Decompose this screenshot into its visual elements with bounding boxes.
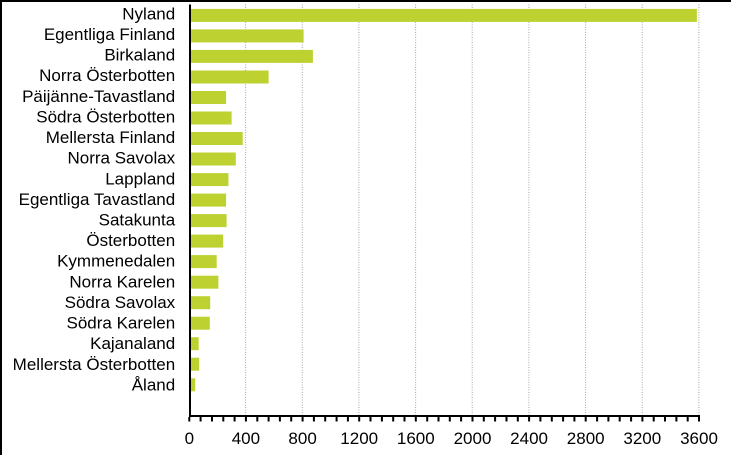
svg-text:Kymmenedalen: Kymmenedalen	[57, 252, 175, 271]
svg-text:Birkaland: Birkaland	[104, 46, 175, 65]
svg-text:Norra Savolax: Norra Savolax	[67, 149, 175, 168]
svg-text:Lappland: Lappland	[105, 169, 175, 188]
svg-text:0: 0	[185, 429, 194, 448]
svg-text:2400: 2400	[510, 429, 548, 448]
svg-text:Åland: Åland	[132, 375, 175, 394]
svg-text:2000: 2000	[454, 429, 492, 448]
svg-text:800: 800	[288, 429, 316, 448]
svg-text:Mellersta Österbotten: Mellersta Österbotten	[13, 355, 176, 374]
svg-text:1200: 1200	[340, 429, 378, 448]
svg-text:Södra Österbotten: Södra Österbotten	[36, 107, 175, 126]
svg-text:400: 400	[232, 429, 260, 448]
svg-text:Södra Karelen: Södra Karelen	[67, 314, 176, 333]
svg-text:Södra Savolax: Södra Savolax	[65, 293, 176, 312]
svg-text:Egentliga Finland: Egentliga Finland	[44, 25, 175, 44]
svg-text:Satakunta: Satakunta	[99, 211, 176, 230]
svg-text:Nyland: Nyland	[122, 4, 175, 23]
svg-text:Mellersta Finland: Mellersta Finland	[46, 128, 175, 147]
svg-text:1600: 1600	[397, 429, 435, 448]
svg-text:Egentliga Tavastland: Egentliga Tavastland	[19, 190, 176, 209]
svg-text:Österbotten: Österbotten	[86, 231, 175, 250]
svg-text:2800: 2800	[567, 429, 605, 448]
svg-text:3200: 3200	[623, 429, 661, 448]
svg-text:Norra Karelen: Norra Karelen	[69, 272, 175, 291]
svg-text:Kajanaland: Kajanaland	[90, 334, 175, 353]
svg-text:Norra Österbotten: Norra Österbotten	[39, 66, 175, 85]
svg-text:Päijänne-Tavastland: Päijänne-Tavastland	[22, 87, 175, 106]
svg-text:3600: 3600	[680, 429, 718, 448]
